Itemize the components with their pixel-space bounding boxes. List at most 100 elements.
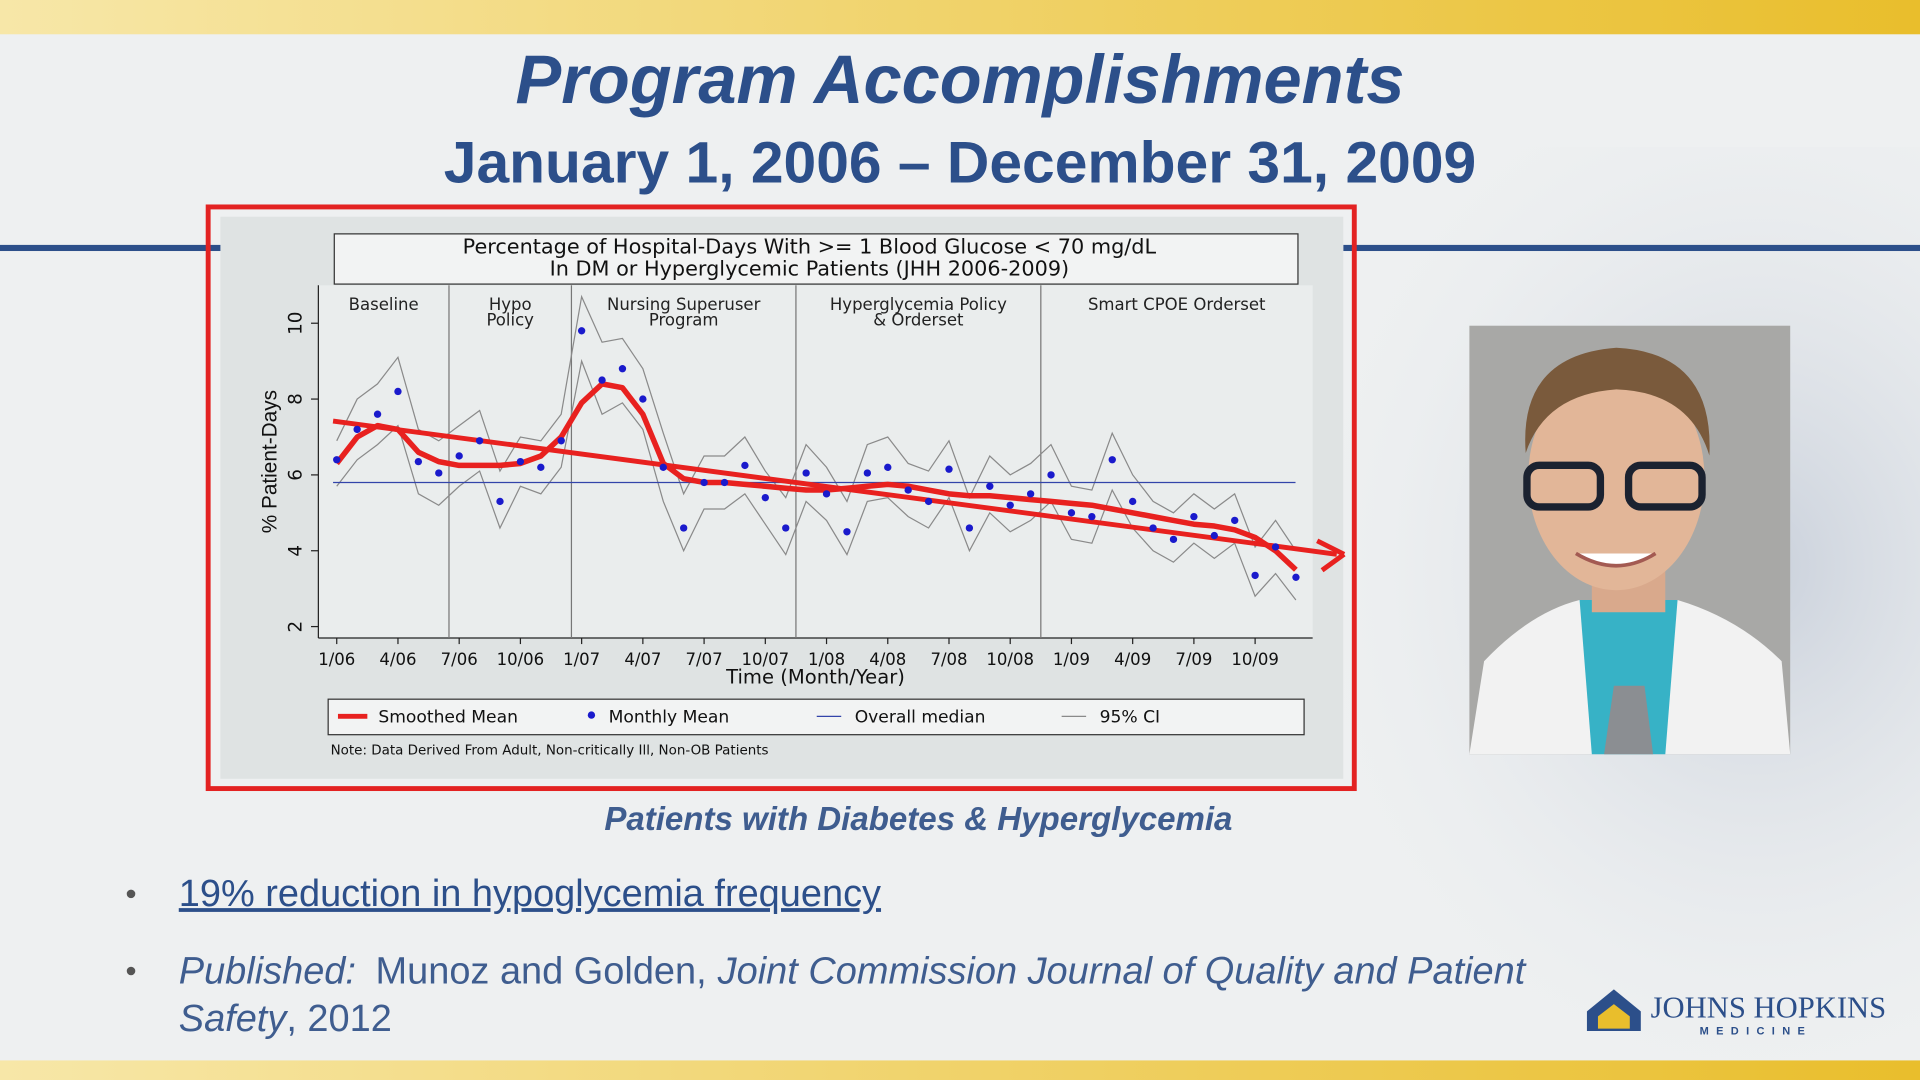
monthly-point: [741, 461, 749, 470]
x-tick-label: 4/08: [869, 650, 906, 669]
monthly-point: [394, 387, 402, 396]
phase-label: & Orderset: [873, 311, 964, 330]
legend: Smoothed Mean Monthly Mean Overall median 9…: [337, 707, 1160, 727]
phase-label: Smart CPOE Orderset: [1088, 295, 1266, 314]
logo: JOHNS HOPKINS MEDICINE: [1586, 989, 1887, 1038]
bullet-text: Published: Munoz and Golden, Joint Commiss…: [179, 950, 1527, 992]
x-tick-label: 1/09: [1053, 650, 1090, 669]
x-tick-label: 1/07: [563, 650, 600, 669]
y-tick-label: 2: [285, 621, 306, 633]
monthly-point: [1292, 573, 1300, 581]
legend-box: [327, 698, 1305, 736]
bullet-part: Safety: [179, 998, 289, 1040]
monthly-point: [1169, 535, 1178, 544]
x-tick-label: 7/06: [441, 650, 478, 669]
legend-label: Smoothed Mean: [378, 707, 518, 727]
bullet-part: Joint Commission Journal of Quality and …: [717, 950, 1527, 992]
monthly-point: [1231, 516, 1239, 525]
chart-caption: Patients with Diabetes & Hyperglycemia: [604, 801, 1232, 838]
monthly-point: [659, 463, 667, 471]
legend-label: Overall median: [855, 707, 986, 727]
x-tick-label: 10/06: [497, 650, 545, 669]
monthly-point: [720, 478, 729, 487]
ci-line: [336, 358, 1297, 601]
monthly-point: [557, 437, 565, 445]
monthly-point: [802, 469, 810, 477]
monthly-point: [1190, 512, 1198, 521]
bullet-dot: [126, 889, 136, 899]
monthly-point: [639, 395, 647, 403]
x-tick-label: 4/09: [1114, 650, 1151, 669]
bullet-part: Munoz and Golden,: [376, 950, 707, 992]
monthly-point: [1149, 524, 1157, 532]
phase-label: Nursing Superuser: [607, 295, 761, 314]
phase-label: Hyperglycemia Policy: [830, 295, 1007, 314]
monthly-point: [1067, 509, 1076, 517]
smoothed-line: [334, 381, 1298, 572]
slide-subtitle: January 1, 2006 – December 31, 2009: [444, 130, 1476, 195]
x-tick-label: 4/06: [379, 650, 416, 669]
monthly-point: [1210, 531, 1218, 540]
slide-title: Program Accomplishments: [515, 41, 1404, 118]
x-tick-label: 7/08: [930, 650, 967, 669]
monthly-point: [333, 456, 341, 464]
x-tick-label: 4/07: [624, 650, 661, 669]
monthly-point: [598, 376, 606, 384]
monthly-point: [822, 490, 831, 498]
y-tick-label: 6: [285, 469, 306, 481]
monthly-point: [1047, 471, 1055, 479]
legend-label: Monthly Mean: [609, 707, 730, 727]
monthly-point: [965, 524, 974, 532]
monthly-point: [986, 482, 994, 490]
bullet-part: Published:: [179, 950, 356, 992]
y-tick-label: 10: [285, 312, 306, 335]
monthly-point: [945, 465, 953, 473]
monthly-point: [1088, 512, 1096, 521]
logo-sub: MEDICINE: [1700, 1026, 1813, 1038]
x-tick-label: 1/08: [808, 650, 845, 669]
x-tick-label: 7/07: [686, 650, 723, 669]
chart-title-box: [333, 233, 1299, 285]
monthly-point: [1128, 497, 1137, 506]
x-axis-title: Time (Month/Year): [725, 665, 905, 688]
x-tick-label: 7/09: [1175, 650, 1212, 669]
phase-label: Program: [649, 311, 719, 330]
chart-title: In DM or Hyperglycemic Patients (JHH 200…: [550, 257, 1070, 281]
trend-arrowhead: [1316, 538, 1346, 573]
monthly-point: [455, 452, 463, 460]
trend-line: [332, 418, 1338, 557]
plot-area: [318, 285, 1313, 638]
legend-symbol: [587, 711, 596, 719]
monthly-point: [537, 463, 545, 471]
monthly-point: [1108, 456, 1116, 464]
chart-note: Note: Data Derived From Adult, Non-criti…: [331, 743, 769, 758]
y-tick-label: 4: [285, 545, 306, 557]
monthly-point: [1251, 571, 1259, 580]
plot: 2 4 6 8 10 1/06 4/06 7/06 10/06 1/07 4/07 7/07 10/07…: [285, 285, 1346, 669]
bullet-text: Safety, 2012: [179, 998, 392, 1040]
monthly-point: [863, 469, 872, 477]
monthly-point: [516, 457, 525, 466]
monthly-point: [761, 493, 769, 502]
top-band: [0, 0, 1920, 35]
y-tick-label: 8: [285, 393, 306, 405]
portrait: [1469, 325, 1791, 755]
bullet-dot: [126, 966, 136, 976]
monthly-point: [496, 497, 504, 506]
monthly-point: [1271, 543, 1280, 551]
monthly-point: [1026, 490, 1035, 498]
monthly-point: [680, 524, 688, 532]
monthly-point: [414, 457, 423, 466]
logo-name: JOHNS HOPKINS: [1651, 991, 1887, 1025]
monthly-point: [618, 365, 627, 373]
bullet-text: 19% reduction in hypoglycemia frequency: [179, 873, 881, 915]
rule-left: [0, 244, 223, 252]
bullet-part: , 2012: [286, 998, 391, 1040]
monthly-point: [904, 486, 912, 494]
monthly-point: [435, 469, 443, 477]
monthly-point: [353, 425, 361, 434]
bullet-part: 19% reduction in hypoglycemia frequency: [179, 873, 881, 915]
chart-frame: [205, 204, 1357, 792]
